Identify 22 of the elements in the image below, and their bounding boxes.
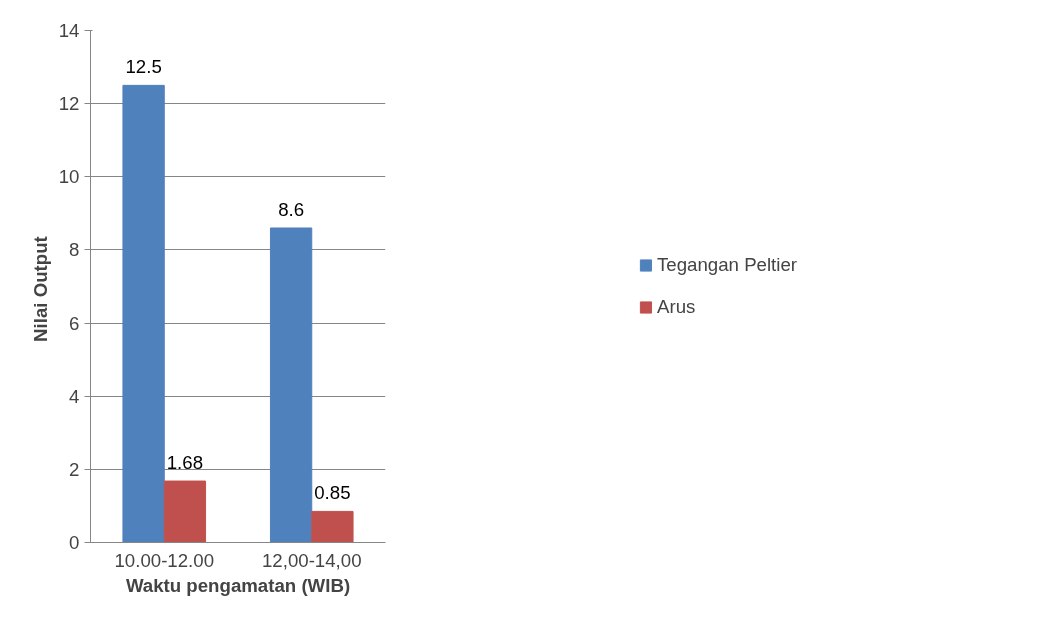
y-tick-label: 6 [69,312,80,334]
data-label: 0.85 [314,482,351,504]
data-label: 12.5 [125,56,162,78]
x-tick-label: 12,00-14,00 [261,549,362,571]
y-tick-label: 12 [58,93,80,115]
y-tick-label: 10 [58,166,80,188]
bar [163,480,207,543]
y-axis-title: Nilai Output [29,236,51,342]
bar [269,227,313,543]
y-tick-label: 4 [69,385,80,407]
data-label: 8.6 [278,198,305,220]
bar [311,510,354,543]
legend-label: Tegangan Peltier [656,254,798,276]
y-tick-label: 0 [69,532,80,553]
y-tick-label: 14 [58,20,80,41]
y-tick-label: 2 [69,458,80,480]
x-tick-label: 10.00-12.00 [114,549,215,571]
bar [122,84,165,543]
data-label: 1.68 [166,452,204,474]
y-tick-label: 8 [69,239,80,261]
x-axis-title: Waktu pengamatan (WIB) [125,574,351,596]
legend-label: Arus [656,296,696,318]
